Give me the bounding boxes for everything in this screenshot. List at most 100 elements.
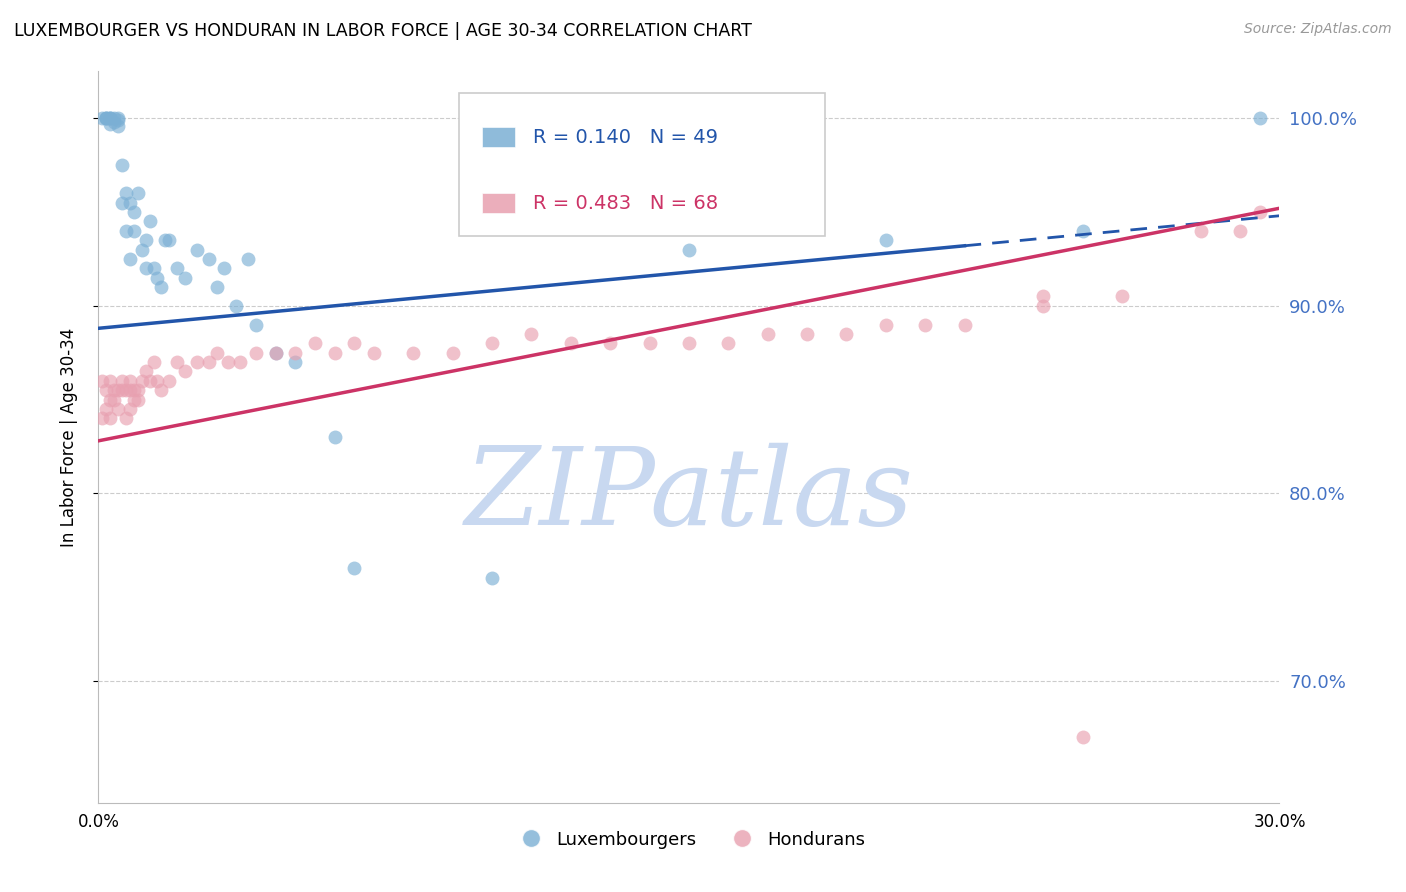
Point: [115, 383, 138, 397]
Point: [107, 401, 129, 416]
Point: [127, 392, 149, 407]
Point: [481, 571, 503, 585]
Point: [150, 280, 173, 294]
Point: [875, 233, 897, 247]
Point: [107, 119, 129, 133]
Point: [96, 383, 118, 397]
Point: [91, 411, 114, 425]
Point: [135, 233, 157, 247]
Point: [520, 326, 543, 341]
Point: [166, 261, 188, 276]
Point: [103, 115, 125, 129]
Point: [796, 326, 818, 341]
Point: [138, 374, 160, 388]
Point: [1229, 224, 1251, 238]
Point: [229, 355, 252, 369]
Point: [98, 112, 121, 126]
Point: [197, 252, 219, 266]
Point: [323, 345, 346, 359]
Point: [174, 364, 197, 378]
Point: [115, 224, 138, 238]
Text: LUXEMBOURGER VS HONDURAN IN LABOR FORCE | AGE 30-34 CORRELATION CHART: LUXEMBOURGER VS HONDURAN IN LABOR FORCE …: [14, 22, 752, 40]
Point: [98, 392, 121, 407]
Point: [1189, 224, 1212, 238]
Point: [103, 392, 125, 407]
Point: [217, 355, 239, 369]
Point: [107, 112, 129, 126]
Point: [146, 270, 169, 285]
Point: [284, 345, 307, 359]
Point: [122, 224, 145, 238]
Point: [111, 374, 134, 388]
FancyBboxPatch shape: [482, 193, 516, 213]
Point: [343, 336, 366, 351]
Point: [1249, 112, 1271, 126]
Point: [264, 345, 287, 359]
Point: [122, 205, 145, 219]
Point: [91, 112, 114, 126]
Point: [157, 374, 180, 388]
Point: [111, 383, 134, 397]
Point: [697, 186, 720, 201]
Point: [174, 270, 197, 285]
Text: ZIPatlas: ZIPatlas: [464, 443, 914, 549]
Point: [875, 318, 897, 332]
Point: [98, 117, 121, 131]
Point: [1111, 289, 1133, 303]
Point: [284, 355, 307, 369]
Point: [914, 318, 936, 332]
Point: [225, 299, 247, 313]
Point: [107, 383, 129, 397]
Point: [103, 383, 125, 397]
Point: [155, 233, 177, 247]
Point: [205, 280, 228, 294]
Point: [131, 243, 153, 257]
Point: [1071, 224, 1094, 238]
Point: [1249, 205, 1271, 219]
Point: [264, 345, 287, 359]
Point: [236, 252, 259, 266]
Point: [118, 401, 141, 416]
Point: [122, 383, 145, 397]
Point: [98, 112, 121, 126]
Point: [111, 195, 134, 210]
Point: [91, 374, 114, 388]
Point: [96, 112, 118, 126]
Point: [98, 411, 121, 425]
Point: [118, 383, 141, 397]
Point: [186, 243, 208, 257]
Point: [96, 112, 118, 126]
Legend: Luxembourgers, Hondurans: Luxembourgers, Hondurans: [506, 823, 872, 856]
Point: [118, 252, 141, 266]
Point: [96, 112, 118, 126]
Point: [127, 186, 149, 201]
Y-axis label: In Labor Force | Age 30-34: In Labor Force | Age 30-34: [59, 327, 77, 547]
Point: [796, 205, 818, 219]
Point: [1032, 299, 1054, 313]
Point: [150, 383, 173, 397]
Point: [678, 243, 700, 257]
Point: [107, 113, 129, 128]
Point: [98, 374, 121, 388]
Point: [1032, 289, 1054, 303]
Point: [540, 186, 562, 201]
Point: [560, 336, 582, 351]
Point: [304, 336, 326, 351]
Point: [214, 261, 236, 276]
Point: [96, 401, 118, 416]
Point: [441, 345, 464, 359]
Point: [638, 336, 661, 351]
Point: [142, 355, 165, 369]
FancyBboxPatch shape: [458, 94, 825, 235]
Point: [122, 392, 145, 407]
Point: [115, 411, 138, 425]
FancyBboxPatch shape: [482, 127, 516, 147]
Point: [481, 336, 503, 351]
Point: [118, 195, 141, 210]
Point: [131, 374, 153, 388]
Point: [1071, 730, 1094, 744]
Point: [343, 561, 366, 575]
Point: [111, 158, 134, 172]
Point: [953, 318, 976, 332]
Point: [118, 374, 141, 388]
